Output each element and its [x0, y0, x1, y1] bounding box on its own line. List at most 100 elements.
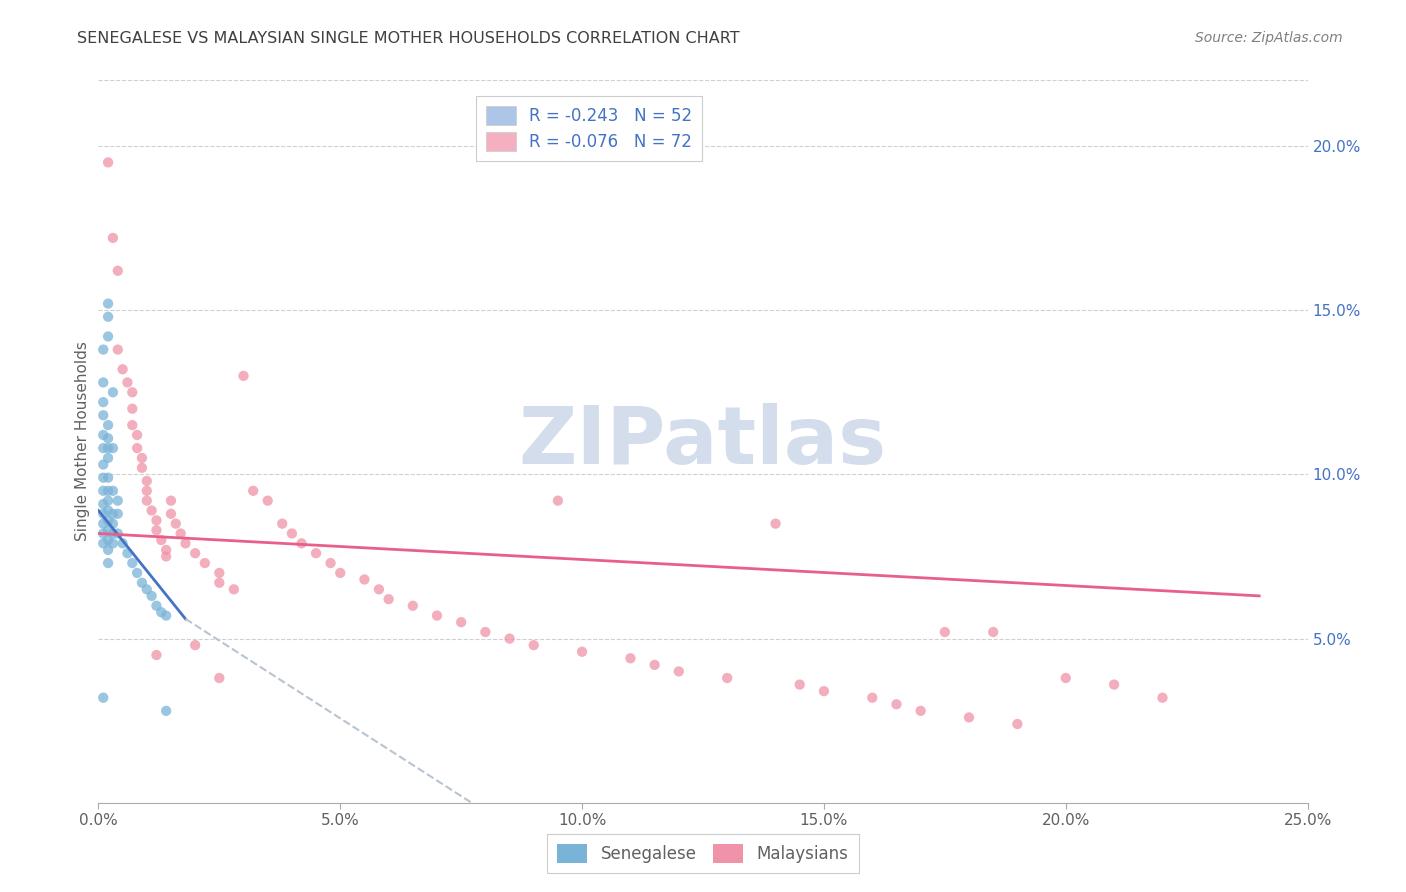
Point	[145, 513, 167, 527]
Point	[160, 507, 183, 521]
Point	[121, 556, 143, 570]
Point	[329, 566, 352, 580]
Point	[813, 684, 835, 698]
Point	[141, 503, 163, 517]
Point	[91, 497, 114, 511]
Point	[97, 542, 120, 557]
Point	[97, 155, 120, 169]
Point	[377, 592, 399, 607]
Point	[353, 573, 375, 587]
Point	[860, 690, 883, 705]
Point	[107, 507, 129, 521]
Point	[97, 441, 120, 455]
Point	[127, 428, 149, 442]
Point	[91, 483, 114, 498]
Point	[765, 516, 787, 531]
Point	[886, 698, 908, 712]
Point	[91, 516, 114, 531]
Point	[169, 526, 191, 541]
Point	[145, 523, 167, 537]
Point	[97, 470, 120, 484]
Point	[474, 625, 496, 640]
Point	[208, 575, 231, 590]
Point	[97, 296, 120, 310]
Point	[644, 657, 666, 672]
Point	[97, 483, 120, 498]
Point	[97, 513, 120, 527]
Point	[160, 493, 183, 508]
Point	[402, 599, 425, 613]
Point	[150, 605, 173, 619]
Point	[208, 566, 231, 580]
Point	[135, 483, 157, 498]
Point	[450, 615, 472, 630]
Point	[107, 343, 129, 357]
Point	[127, 441, 149, 455]
Point	[91, 458, 114, 472]
Point	[155, 704, 177, 718]
Point	[127, 566, 149, 580]
Point	[97, 310, 120, 324]
Point	[91, 536, 114, 550]
Point	[571, 645, 593, 659]
Point	[145, 599, 167, 613]
Point	[121, 418, 143, 433]
Point	[101, 516, 124, 531]
Text: Source: ZipAtlas.com: Source: ZipAtlas.com	[1195, 31, 1343, 45]
Y-axis label: Single Mother Households: Single Mother Households	[75, 342, 90, 541]
Point	[97, 533, 120, 547]
Point	[121, 385, 143, 400]
Point	[1007, 717, 1029, 731]
Point	[716, 671, 738, 685]
Point	[107, 493, 129, 508]
Point	[91, 376, 114, 390]
Point	[222, 582, 245, 597]
Point	[101, 441, 124, 455]
Point	[141, 589, 163, 603]
Point	[256, 493, 278, 508]
Point	[789, 677, 811, 691]
Point	[91, 409, 114, 423]
Point	[155, 542, 177, 557]
Point	[668, 665, 690, 679]
Point	[910, 704, 932, 718]
Point	[135, 582, 157, 597]
Point	[111, 362, 134, 376]
Point	[135, 493, 157, 508]
Point	[97, 329, 120, 343]
Point	[1152, 690, 1174, 705]
Point	[174, 536, 197, 550]
Point	[107, 526, 129, 541]
Point	[547, 493, 569, 508]
Point	[91, 690, 114, 705]
Point	[368, 582, 391, 597]
Point	[101, 483, 124, 498]
Point	[97, 450, 120, 465]
Point	[1102, 677, 1125, 691]
Point	[121, 401, 143, 416]
Point	[242, 483, 264, 498]
Point	[91, 428, 114, 442]
Point	[319, 556, 342, 570]
Point	[165, 516, 187, 531]
Point	[91, 441, 114, 455]
Point	[97, 523, 120, 537]
Point	[131, 450, 153, 465]
Point	[498, 632, 520, 646]
Point	[111, 536, 134, 550]
Point	[208, 671, 231, 685]
Point	[101, 231, 124, 245]
Point	[194, 556, 217, 570]
Point	[155, 608, 177, 623]
Point	[150, 533, 173, 547]
Point	[155, 549, 177, 564]
Point	[281, 526, 304, 541]
Point	[290, 536, 312, 550]
Point	[131, 460, 153, 475]
Point	[232, 368, 254, 383]
Point	[101, 536, 124, 550]
Point	[91, 507, 114, 521]
Point	[97, 418, 120, 433]
Point	[523, 638, 546, 652]
Legend: R = -0.243   N = 52, R = -0.076   N = 72: R = -0.243 N = 52, R = -0.076 N = 72	[475, 95, 702, 161]
